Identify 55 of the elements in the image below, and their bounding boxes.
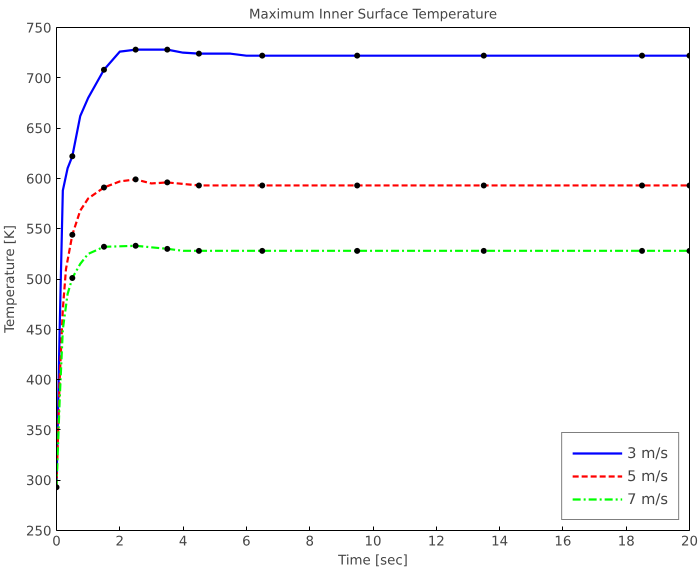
point [132,46,139,53]
y-tick-label: 350 [26,424,52,439]
y-tick-label: 700 [26,72,52,87]
point [480,248,487,254]
point [196,182,202,188]
point [480,182,487,188]
point [639,182,646,188]
y-tick-label: 600 [26,172,52,188]
chart-title: Maximum Inner Surface Temperature [248,8,498,22]
x-axis-title: Time [sec] [337,554,408,568]
x-tick-label: 6 [242,534,251,550]
x-tick-label: 16 [554,534,572,550]
y-tick-label: 550 [26,222,52,238]
point [164,46,170,53]
y-tick-label: 400 [26,374,52,389]
x-tick-label: 2 [116,534,124,550]
x-tick-label: 12 [428,534,445,550]
point [354,248,360,254]
point [196,248,202,254]
point [259,52,266,59]
x-tick-label: 18 [618,534,635,550]
legend-label: 7 m/s [627,490,668,508]
y-tick-label: 750 [26,22,52,36]
point [639,248,646,254]
legend-label: 5 m/s [627,468,668,484]
point [639,52,646,59]
point [354,52,360,59]
point [259,182,266,188]
point [100,184,107,190]
point [100,244,107,250]
point [132,242,139,249]
x-tick-label: 20 [681,534,698,550]
y-tick-label: 650 [26,122,52,138]
point [354,182,360,188]
x-tick-label: 14 [491,534,508,550]
x-tick-label: 8 [305,534,314,550]
point [100,66,107,73]
y-tick-label: 300 [26,474,52,490]
point [164,179,170,186]
x-tick-label: 4 [178,534,188,550]
point [69,232,76,238]
y-axis-title: Temperature [K] [3,225,18,334]
y-tick-label: 450 [26,323,52,338]
point [196,50,202,57]
point [164,246,170,252]
point [132,176,139,182]
y-tick-label: 250 [26,524,52,540]
point [69,275,76,281]
legend-label: 3 m/s [627,444,668,462]
point [69,153,76,160]
x-tick-label: 0 [52,534,61,550]
point [259,248,266,254]
x-tick-label: 10 [364,534,382,550]
y-tick-label: 500 [26,273,52,288]
point [480,52,487,59]
